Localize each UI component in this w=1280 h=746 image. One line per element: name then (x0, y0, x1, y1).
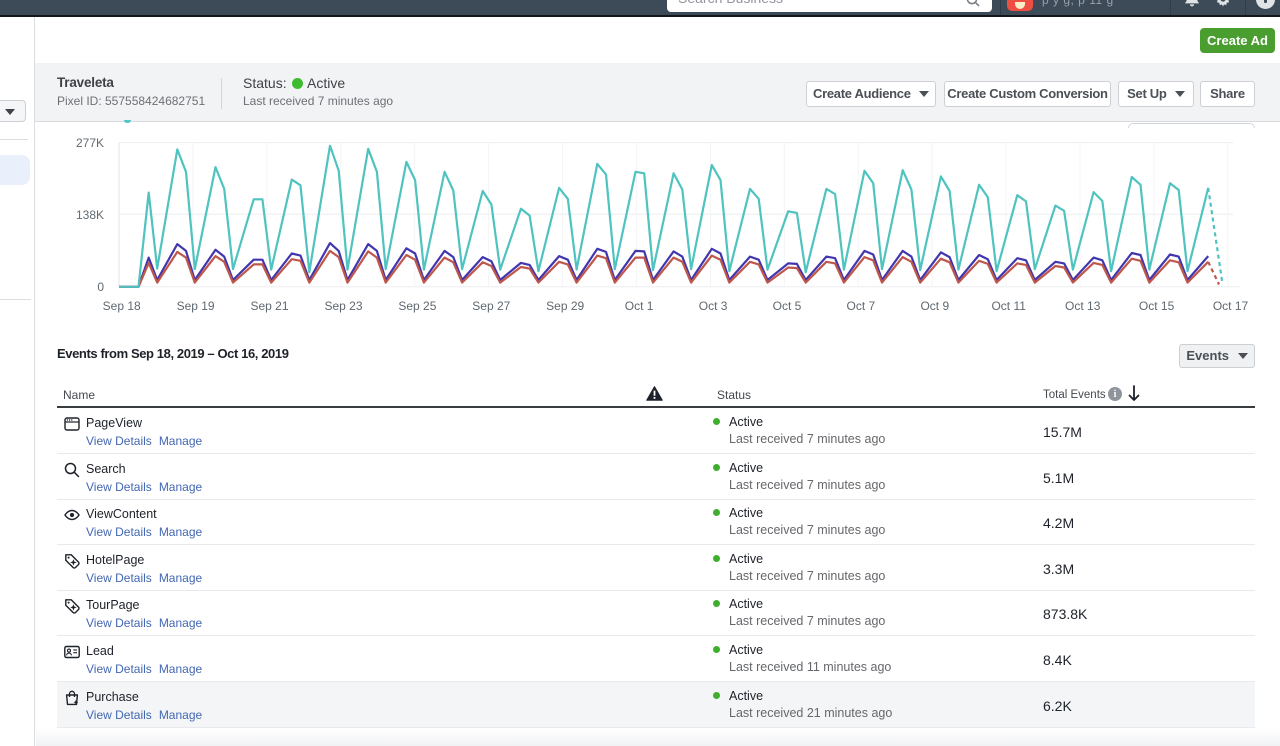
svg-text:Sep 19: Sep 19 (177, 299, 215, 313)
svg-text:138K: 138K (76, 208, 104, 222)
svg-text:Oct 7: Oct 7 (847, 299, 876, 313)
svg-text:Sep 18: Sep 18 (103, 299, 141, 313)
svg-text:Oct 13: Oct 13 (1065, 299, 1101, 313)
svg-text:Oct 3: Oct 3 (699, 299, 728, 313)
svg-text:Sep 21: Sep 21 (250, 299, 288, 313)
svg-text:Oct 5: Oct 5 (773, 299, 802, 313)
svg-text:Sep 25: Sep 25 (398, 299, 436, 313)
svg-text:Oct 1: Oct 1 (625, 299, 654, 313)
svg-text:Oct 11: Oct 11 (991, 299, 1026, 313)
svg-text:Sep 29: Sep 29 (546, 299, 584, 313)
svg-text:Oct 9: Oct 9 (920, 299, 949, 313)
svg-text:Sep 27: Sep 27 (472, 299, 510, 313)
svg-text:Sep 23: Sep 23 (324, 299, 362, 313)
svg-text:277K: 277K (76, 136, 104, 150)
svg-text:Oct 17: Oct 17 (1213, 299, 1249, 313)
svg-text:0: 0 (97, 280, 104, 294)
svg-text:Oct 15: Oct 15 (1139, 299, 1175, 313)
